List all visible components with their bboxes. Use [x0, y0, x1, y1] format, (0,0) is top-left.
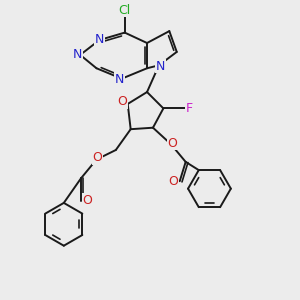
Text: O: O	[117, 95, 127, 108]
Text: O: O	[92, 151, 102, 164]
Text: Cl: Cl	[118, 4, 131, 17]
Text: N: N	[156, 60, 165, 73]
Text: N: N	[95, 33, 104, 46]
Text: N: N	[73, 48, 83, 62]
Text: N: N	[115, 73, 124, 86]
Text: O: O	[168, 175, 178, 188]
Text: F: F	[186, 102, 193, 115]
Text: O: O	[82, 194, 92, 207]
Text: O: O	[167, 137, 177, 150]
